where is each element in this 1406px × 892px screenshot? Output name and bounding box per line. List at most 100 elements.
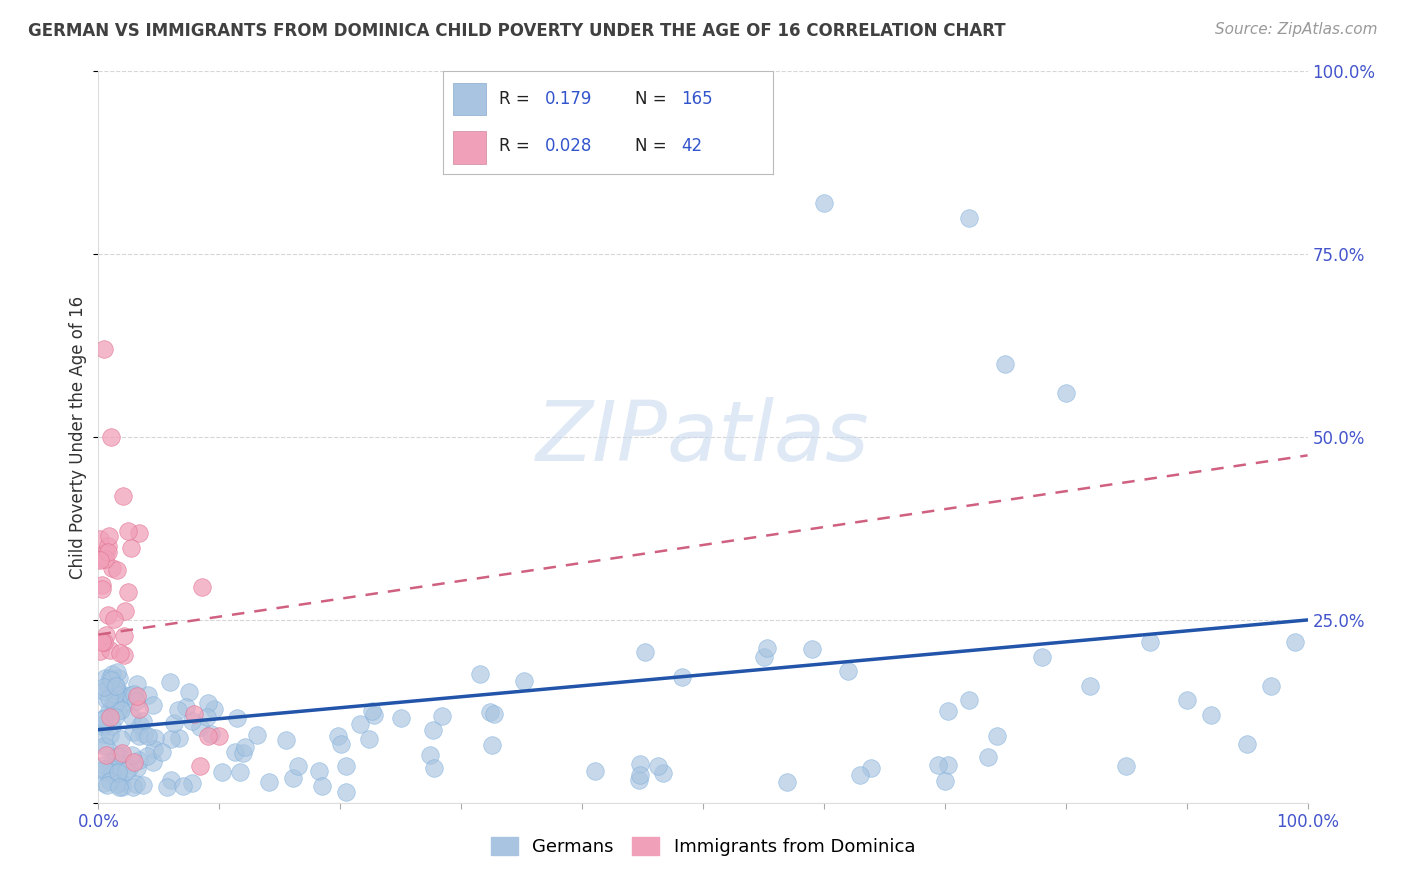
Point — [104, 682, 127, 697]
Point — [101, 697, 124, 711]
Point — [117, 524, 139, 538]
Point — [104, 697, 127, 711]
Point — [124, 694, 146, 708]
Point — [122, 780, 145, 795]
Point — [167, 703, 190, 717]
FancyBboxPatch shape — [453, 83, 486, 115]
Point — [191, 581, 214, 595]
Point — [104, 687, 127, 701]
Point — [111, 489, 134, 503]
Point — [986, 729, 1008, 743]
Point — [89, 553, 111, 567]
Point — [94, 628, 117, 642]
Point — [93, 680, 115, 694]
Point — [112, 648, 135, 663]
Point — [389, 711, 412, 725]
Point — [200, 727, 222, 741]
Point — [97, 539, 120, 553]
Point — [163, 716, 186, 731]
Point — [97, 607, 120, 622]
Point — [160, 773, 183, 788]
Text: R =: R = — [499, 137, 530, 155]
Point — [329, 737, 352, 751]
Point — [360, 704, 382, 718]
Point — [183, 707, 205, 722]
Point — [813, 196, 835, 211]
Point — [96, 692, 118, 706]
Point — [108, 646, 131, 660]
Point — [94, 671, 117, 685]
Point — [328, 729, 350, 743]
Point — [114, 764, 136, 778]
Point — [628, 757, 651, 772]
Point — [142, 755, 165, 769]
Point — [105, 563, 128, 577]
Point — [131, 714, 153, 728]
Point — [233, 739, 256, 754]
Point — [93, 776, 115, 790]
Point — [103, 612, 125, 626]
Point — [957, 693, 980, 707]
Point — [100, 719, 122, 733]
Point — [108, 671, 131, 685]
Point — [118, 762, 141, 776]
Point — [363, 708, 385, 723]
Point — [100, 430, 122, 444]
Point — [308, 764, 330, 778]
Point — [169, 731, 191, 745]
Point — [94, 545, 117, 559]
Point — [129, 718, 152, 732]
Point — [202, 702, 225, 716]
Point — [105, 777, 128, 791]
Point — [120, 541, 142, 555]
Point — [1260, 679, 1282, 693]
Point — [181, 714, 204, 728]
Point — [478, 705, 501, 719]
Point — [177, 685, 200, 699]
Point — [207, 729, 229, 743]
Point — [121, 710, 143, 724]
Text: 0.028: 0.028 — [546, 137, 593, 155]
Point — [1236, 737, 1258, 751]
Point — [101, 765, 124, 780]
Y-axis label: Child Poverty Under the Age of 16: Child Poverty Under the Age of 16 — [69, 295, 87, 579]
Text: 42: 42 — [681, 137, 702, 155]
Point — [89, 644, 111, 658]
FancyBboxPatch shape — [453, 131, 486, 163]
Point — [90, 582, 112, 596]
Point — [108, 748, 131, 763]
Point — [104, 710, 127, 724]
Point — [110, 703, 132, 717]
Point — [160, 731, 183, 746]
Point — [89, 532, 111, 546]
Legend: Germans, Immigrants from Dominica: Germans, Immigrants from Dominica — [484, 830, 922, 863]
Point — [94, 739, 117, 754]
Point — [172, 779, 194, 793]
Point — [124, 687, 146, 701]
Point — [98, 761, 121, 775]
Point — [111, 688, 134, 702]
Point — [93, 635, 115, 649]
Point — [110, 774, 132, 789]
Point — [849, 767, 872, 781]
Point — [957, 211, 980, 225]
Point — [311, 779, 333, 793]
Point — [628, 768, 651, 782]
Point — [112, 629, 135, 643]
Text: 0.179: 0.179 — [546, 90, 593, 108]
Point — [111, 746, 134, 760]
Point — [156, 780, 179, 794]
Point — [97, 704, 120, 718]
Point — [125, 761, 148, 775]
Point — [110, 732, 132, 747]
Point — [107, 765, 129, 780]
Point — [1284, 635, 1306, 649]
Point — [98, 642, 121, 657]
Point — [134, 727, 156, 741]
Point — [93, 712, 115, 726]
Point — [755, 640, 778, 655]
Point — [229, 765, 252, 780]
Point — [470, 667, 492, 681]
Point — [121, 748, 143, 763]
Point — [105, 679, 128, 693]
